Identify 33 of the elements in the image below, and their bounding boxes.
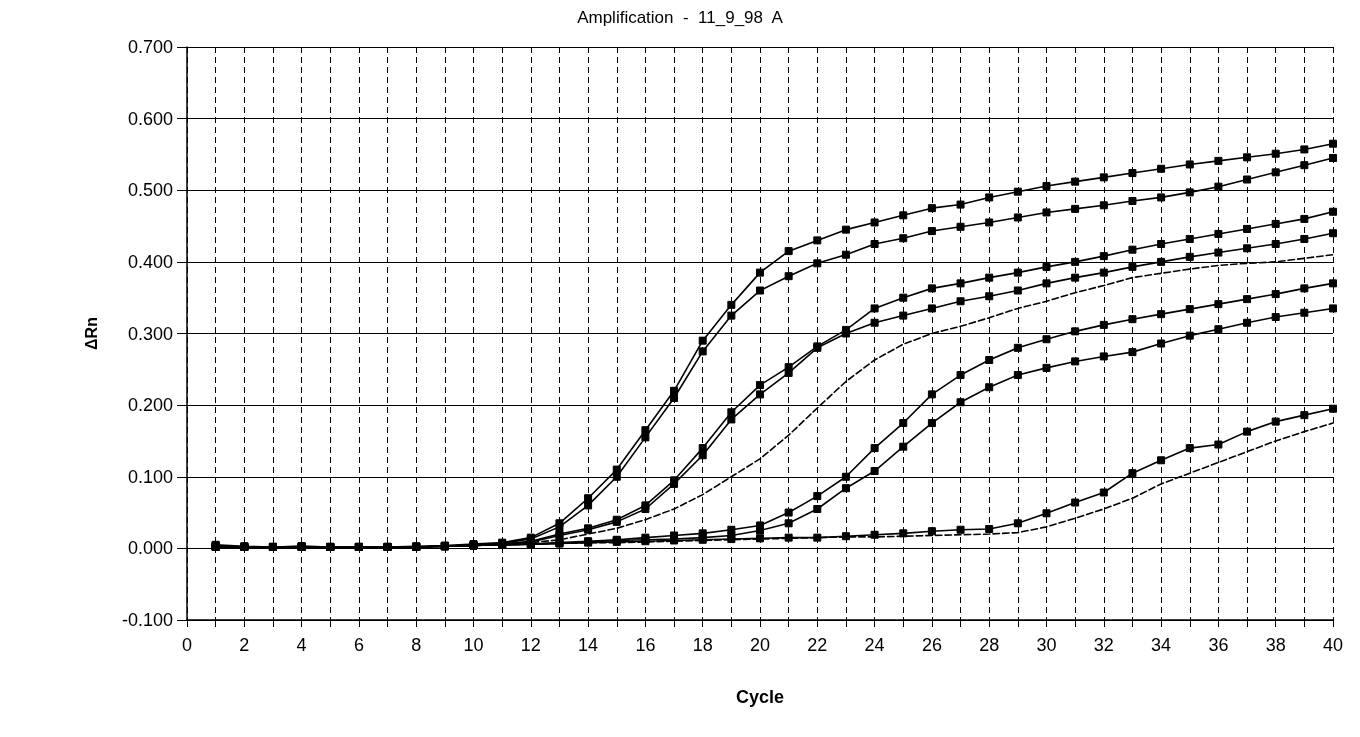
x-tick-label: 14 bbox=[578, 635, 599, 655]
x-tick-label: 32 bbox=[1093, 635, 1114, 655]
x-tick-label: 22 bbox=[807, 635, 828, 655]
y-tick-label: -0.100 bbox=[121, 610, 173, 630]
x-tick-label: 2 bbox=[239, 635, 250, 655]
x-tick-label: 24 bbox=[864, 635, 885, 655]
x-tick-label: 0 bbox=[181, 635, 193, 655]
y-tick-label: 0.400 bbox=[127, 251, 173, 272]
x-tick-label: 18 bbox=[692, 635, 713, 655]
y-axis-title: ΔRn bbox=[82, 317, 100, 350]
x-axis-title: Cycle bbox=[735, 687, 785, 707]
x-tick-label: 12 bbox=[520, 635, 541, 655]
y-tick-label: 0.200 bbox=[127, 395, 173, 416]
x-tick-label: 40 bbox=[1322, 635, 1344, 655]
y-tick-label: 0.000 bbox=[127, 538, 173, 559]
x-tick-label: 4 bbox=[296, 635, 307, 655]
y-tick-label: 0.600 bbox=[127, 108, 173, 129]
x-tick-label: 30 bbox=[1036, 635, 1057, 655]
x-tick-label: 28 bbox=[979, 635, 1000, 655]
x-tick-label: 8 bbox=[411, 635, 422, 655]
x-tick-label: 36 bbox=[1208, 635, 1229, 655]
x-tick-label: 26 bbox=[921, 635, 942, 655]
x-tick-label: 34 bbox=[1151, 635, 1172, 655]
y-tick-label: 0.500 bbox=[127, 180, 173, 201]
x-tick-label: 20 bbox=[749, 635, 771, 655]
x-tick-label: 10 bbox=[463, 635, 484, 655]
y-tick-label: 0.300 bbox=[127, 323, 173, 344]
x-tick-label: 38 bbox=[1265, 635, 1286, 655]
y-tick-label: 0.100 bbox=[127, 466, 173, 487]
y-tick-label: 0.700 bbox=[127, 37, 173, 57]
chart-title: Amplification - 11_9_98 A bbox=[577, 8, 784, 27]
x-tick-label: 16 bbox=[635, 635, 656, 655]
x-tick-label: 6 bbox=[353, 635, 364, 655]
